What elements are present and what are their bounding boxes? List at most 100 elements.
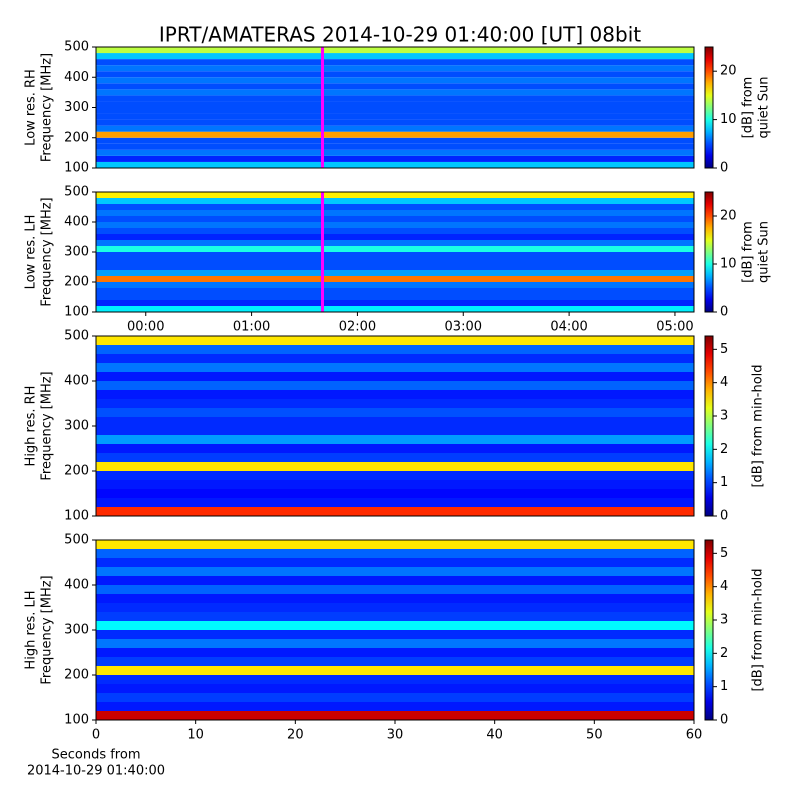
heatmap-row — [96, 426, 694, 435]
colorbar-label: [dB] from min-hold — [751, 568, 766, 691]
y-tick-label: 100 — [64, 305, 89, 320]
y-tick-label: 100 — [64, 161, 89, 176]
y-axis-label: Low res. RH — [24, 69, 39, 146]
x-tick-label: 0 — [92, 728, 100, 743]
x-tick-label: 02:00 — [339, 320, 376, 335]
colorbar-label: [dB] from — [741, 221, 756, 283]
colorbar-tick-label: 0 — [720, 305, 728, 320]
heatmap-row — [96, 594, 694, 603]
heatmap-row — [96, 711, 694, 720]
heatmap-row — [96, 89, 694, 96]
heatmap-row — [96, 119, 694, 126]
x-tick-label: 50 — [586, 728, 603, 743]
heatmap-row — [96, 498, 694, 507]
heatmap-row — [96, 372, 694, 381]
heatmap-row — [96, 240, 694, 246]
heatmap-row — [96, 101, 694, 108]
y-tick-label: 400 — [64, 215, 89, 230]
heatmap-row — [96, 137, 694, 144]
heatmap-row — [96, 345, 694, 354]
heatmap-row — [96, 336, 694, 345]
y-tick-label: 200 — [64, 464, 89, 479]
heatmap-row — [96, 155, 694, 162]
heatmap-row — [96, 435, 694, 444]
heatmap-row — [96, 246, 694, 252]
y-axis-label: High res. LH — [24, 590, 39, 669]
heatmap-row — [96, 363, 694, 372]
heatmap-row — [96, 210, 694, 216]
colorbar-tick-label: 5 — [720, 342, 728, 357]
y-tick-label: 500 — [64, 185, 89, 200]
y-axis-label: Frequency [MHz] — [40, 197, 55, 306]
y-tick-label: 300 — [64, 100, 89, 115]
colorbar — [704, 46, 714, 169]
heatmap-row — [96, 417, 694, 426]
heatmap-row — [96, 198, 694, 204]
y-tick-label: 200 — [64, 130, 89, 145]
y-axis-label: Frequency [MHz] — [40, 53, 55, 162]
heatmap-row — [96, 507, 694, 516]
heatmap-row — [96, 294, 694, 300]
heatmap-row — [96, 149, 694, 156]
heatmap-row — [96, 53, 694, 60]
colorbar-tick-label: 2 — [720, 442, 728, 457]
colorbar-tick-label: 1 — [720, 679, 728, 694]
colorbar-label: quiet Sun — [757, 76, 772, 138]
colorbar — [704, 191, 714, 313]
heatmap-row — [96, 270, 694, 276]
x-tick-label: 04:00 — [550, 320, 587, 335]
heatmap-row — [96, 192, 694, 198]
heatmap-row — [96, 666, 694, 675]
colorbar-tick-label: 4 — [720, 375, 728, 390]
x-tick-label: 03:00 — [445, 320, 482, 335]
colorbar — [704, 335, 714, 517]
heatmap-row — [96, 131, 694, 138]
heatmap-row — [96, 603, 694, 612]
colorbar-tick-label: 3 — [720, 613, 728, 628]
y-tick-label: 500 — [64, 329, 89, 344]
heatmap-row — [96, 264, 694, 270]
heatmap-row — [96, 540, 694, 549]
heatmap-row — [96, 612, 694, 621]
y-tick-label: 300 — [64, 245, 89, 260]
colorbar-tick-label: 4 — [720, 579, 728, 594]
x-axis-label: Seconds from — [51, 748, 140, 763]
colorbar-tick-label: 5 — [720, 546, 728, 561]
heatmap-row — [96, 621, 694, 630]
heatmap-row — [96, 567, 694, 576]
heatmap-row — [96, 657, 694, 666]
heatmap-row — [96, 300, 694, 306]
heatmap-row — [96, 684, 694, 693]
heatmap-row — [96, 228, 694, 234]
heatmap-row — [96, 47, 694, 54]
y-tick-label: 300 — [64, 419, 89, 434]
heatmap-row — [96, 306, 694, 312]
colorbar-tick-label: 20 — [720, 209, 737, 224]
heatmap-row — [96, 282, 694, 288]
x-tick-label: 20 — [287, 728, 304, 743]
colorbar — [704, 539, 714, 721]
heatmap-row — [96, 143, 694, 150]
heatmap-row — [96, 576, 694, 585]
heatmap-row — [96, 125, 694, 132]
colorbar-tick-label: 0 — [720, 713, 728, 728]
colorbar-tick-label: 1 — [720, 475, 728, 490]
colorbar-label: [dB] from min-hold — [751, 364, 766, 487]
colorbar-tick-label: 3 — [720, 409, 728, 424]
heatmap-row — [96, 630, 694, 639]
heatmap-row — [96, 113, 694, 120]
heatmap-row — [96, 444, 694, 453]
heatmap-row — [96, 399, 694, 408]
heatmap-row — [96, 161, 694, 168]
colorbar-tick-label: 2 — [720, 646, 728, 661]
heatmap-row — [96, 252, 694, 258]
heatmap-row — [96, 702, 694, 711]
heatmap-row — [96, 639, 694, 648]
heatmap-row — [96, 453, 694, 462]
heatmap-row — [96, 585, 694, 594]
heatmap-row — [96, 77, 694, 84]
x-tick-label: 10 — [187, 728, 204, 743]
heatmap-row — [96, 462, 694, 471]
colorbar-tick-label: 0 — [720, 509, 728, 524]
